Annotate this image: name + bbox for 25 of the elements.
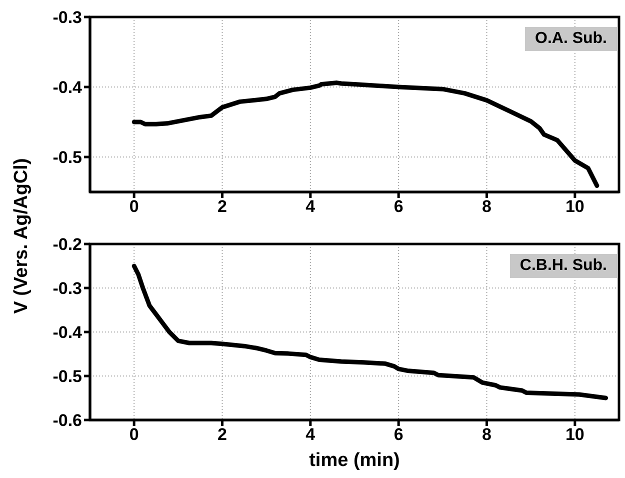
y-tick-label: -0.5 <box>52 148 82 168</box>
annotation: O.A. Sub. <box>525 27 617 51</box>
x-tick-label: 0 <box>129 197 139 216</box>
x-tick-label: 2 <box>218 197 227 216</box>
x-tick-label: 4 <box>306 197 316 216</box>
x-tick-label: 2 <box>218 425 227 444</box>
x-tick-label: 0 <box>129 425 139 444</box>
x-tick-label: 8 <box>482 425 492 444</box>
x-tick-label: 6 <box>394 197 404 216</box>
x-tick-label: 6 <box>394 425 404 444</box>
line-series <box>132 80 600 188</box>
y-tick-label: -0.4 <box>52 78 83 98</box>
y-tick-label: -0.3 <box>52 8 82 28</box>
y-tick-label: -0.4 <box>52 323 83 342</box>
y-tick-label: -0.6 <box>52 411 82 430</box>
x-tick-label: 10 <box>565 197 584 216</box>
x-tick-label: 10 <box>565 425 584 444</box>
annotation: C.B.H. Sub. <box>510 254 617 278</box>
x-tick-label: 4 <box>306 425 316 444</box>
y-tick-label: -0.3 <box>52 279 82 298</box>
y-tick-label: -0.5 <box>52 367 82 386</box>
y-tick-label: -0.2 <box>52 235 82 254</box>
x-axis-title: time (min) <box>309 450 400 471</box>
y-axis-title: V (Vers. Ag/AgCl) <box>11 158 33 314</box>
x-tick-label: 8 <box>482 197 492 216</box>
